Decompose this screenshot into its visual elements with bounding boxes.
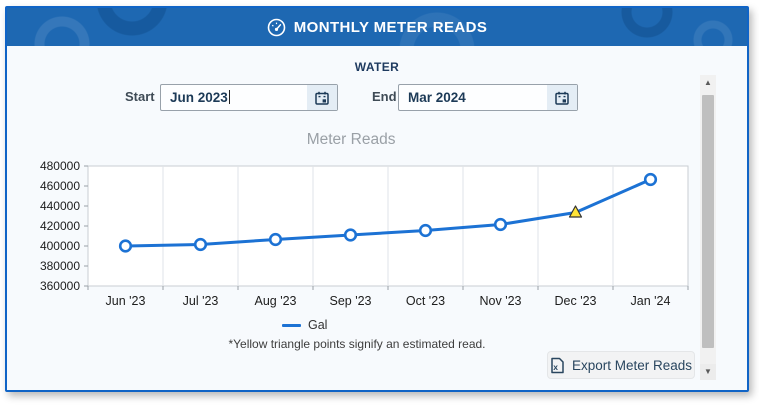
legend-item-gal[interactable]: Gal [282, 318, 327, 332]
content-area: WATER Start Jun 2023 End M [7, 46, 747, 390]
svg-text:Jun '23: Jun '23 [106, 294, 146, 308]
end-label: End [372, 89, 397, 104]
svg-text:Jan '24: Jan '24 [631, 294, 671, 308]
vertical-scrollbar[interactable]: ▲ ▼ [700, 75, 716, 380]
down-arrow-icon: ▼ [704, 367, 712, 376]
legend-label: Gal [308, 318, 328, 332]
export-label: Export Meter Reads [571, 357, 693, 373]
svg-text:400000: 400000 [40, 239, 80, 253]
end-date-value: Mar 2024 [408, 90, 466, 105]
text-caret [228, 90, 230, 104]
meter-reads-line-chart[interactable]: 360000 380000 400000 420000 440000 460000 4800… [7, 156, 697, 314]
end-date-input[interactable]: Mar 2024 [398, 84, 578, 111]
chart-container: 360000 380000 400000 420000 440000 460000 4800… [7, 156, 707, 314]
svg-text:420000: 420000 [40, 219, 80, 233]
start-calendar-button[interactable] [307, 85, 337, 110]
start-date-value: Jun 2023 [170, 90, 228, 105]
up-arrow-icon: ▲ [704, 78, 712, 87]
scrollbar-thumb[interactable] [702, 95, 714, 348]
legend-line-swatch [282, 323, 301, 327]
svg-text:Nov '23: Nov '23 [480, 294, 522, 308]
svg-text:Aug '23: Aug '23 [254, 294, 296, 308]
svg-text:x: x [553, 362, 558, 372]
chart-title: Meter Reads [306, 131, 396, 148]
svg-text:Oct '23: Oct '23 [406, 294, 445, 308]
excel-file-icon: x [550, 357, 565, 374]
svg-text:380000: 380000 [40, 259, 80, 273]
utility-label: WATER [354, 60, 400, 74]
header-title: MONTHLY METER READS [293, 18, 488, 36]
calendar-icon [554, 90, 570, 106]
gauge-icon [267, 18, 286, 37]
scrollbar-down-button[interactable]: ▼ [700, 364, 716, 380]
export-meter-reads-button[interactable]: x Export Meter Reads [547, 351, 695, 379]
svg-text:460000: 460000 [40, 179, 80, 193]
svg-text:480000: 480000 [40, 159, 80, 173]
end-calendar-button[interactable] [547, 85, 577, 110]
footnote: *Yellow triangle points signify an estim… [228, 337, 486, 351]
svg-text:Sep '23: Sep '23 [329, 294, 371, 308]
svg-text:440000: 440000 [40, 199, 80, 213]
svg-text:Jul '23: Jul '23 [183, 294, 219, 308]
svg-text:360000: 360000 [40, 279, 80, 293]
scrollbar-up-button[interactable]: ▲ [700, 75, 716, 91]
start-label: Start [125, 89, 155, 104]
svg-text:Dec '23: Dec '23 [555, 294, 597, 308]
calendar-icon [314, 90, 330, 106]
start-date-input[interactable]: Jun 2023 [160, 84, 338, 111]
monthly-meter-reads-window: MONTHLY METER READS WATER Start Jun 2023 [5, 6, 749, 392]
header-bar: MONTHLY METER READS [7, 8, 747, 46]
